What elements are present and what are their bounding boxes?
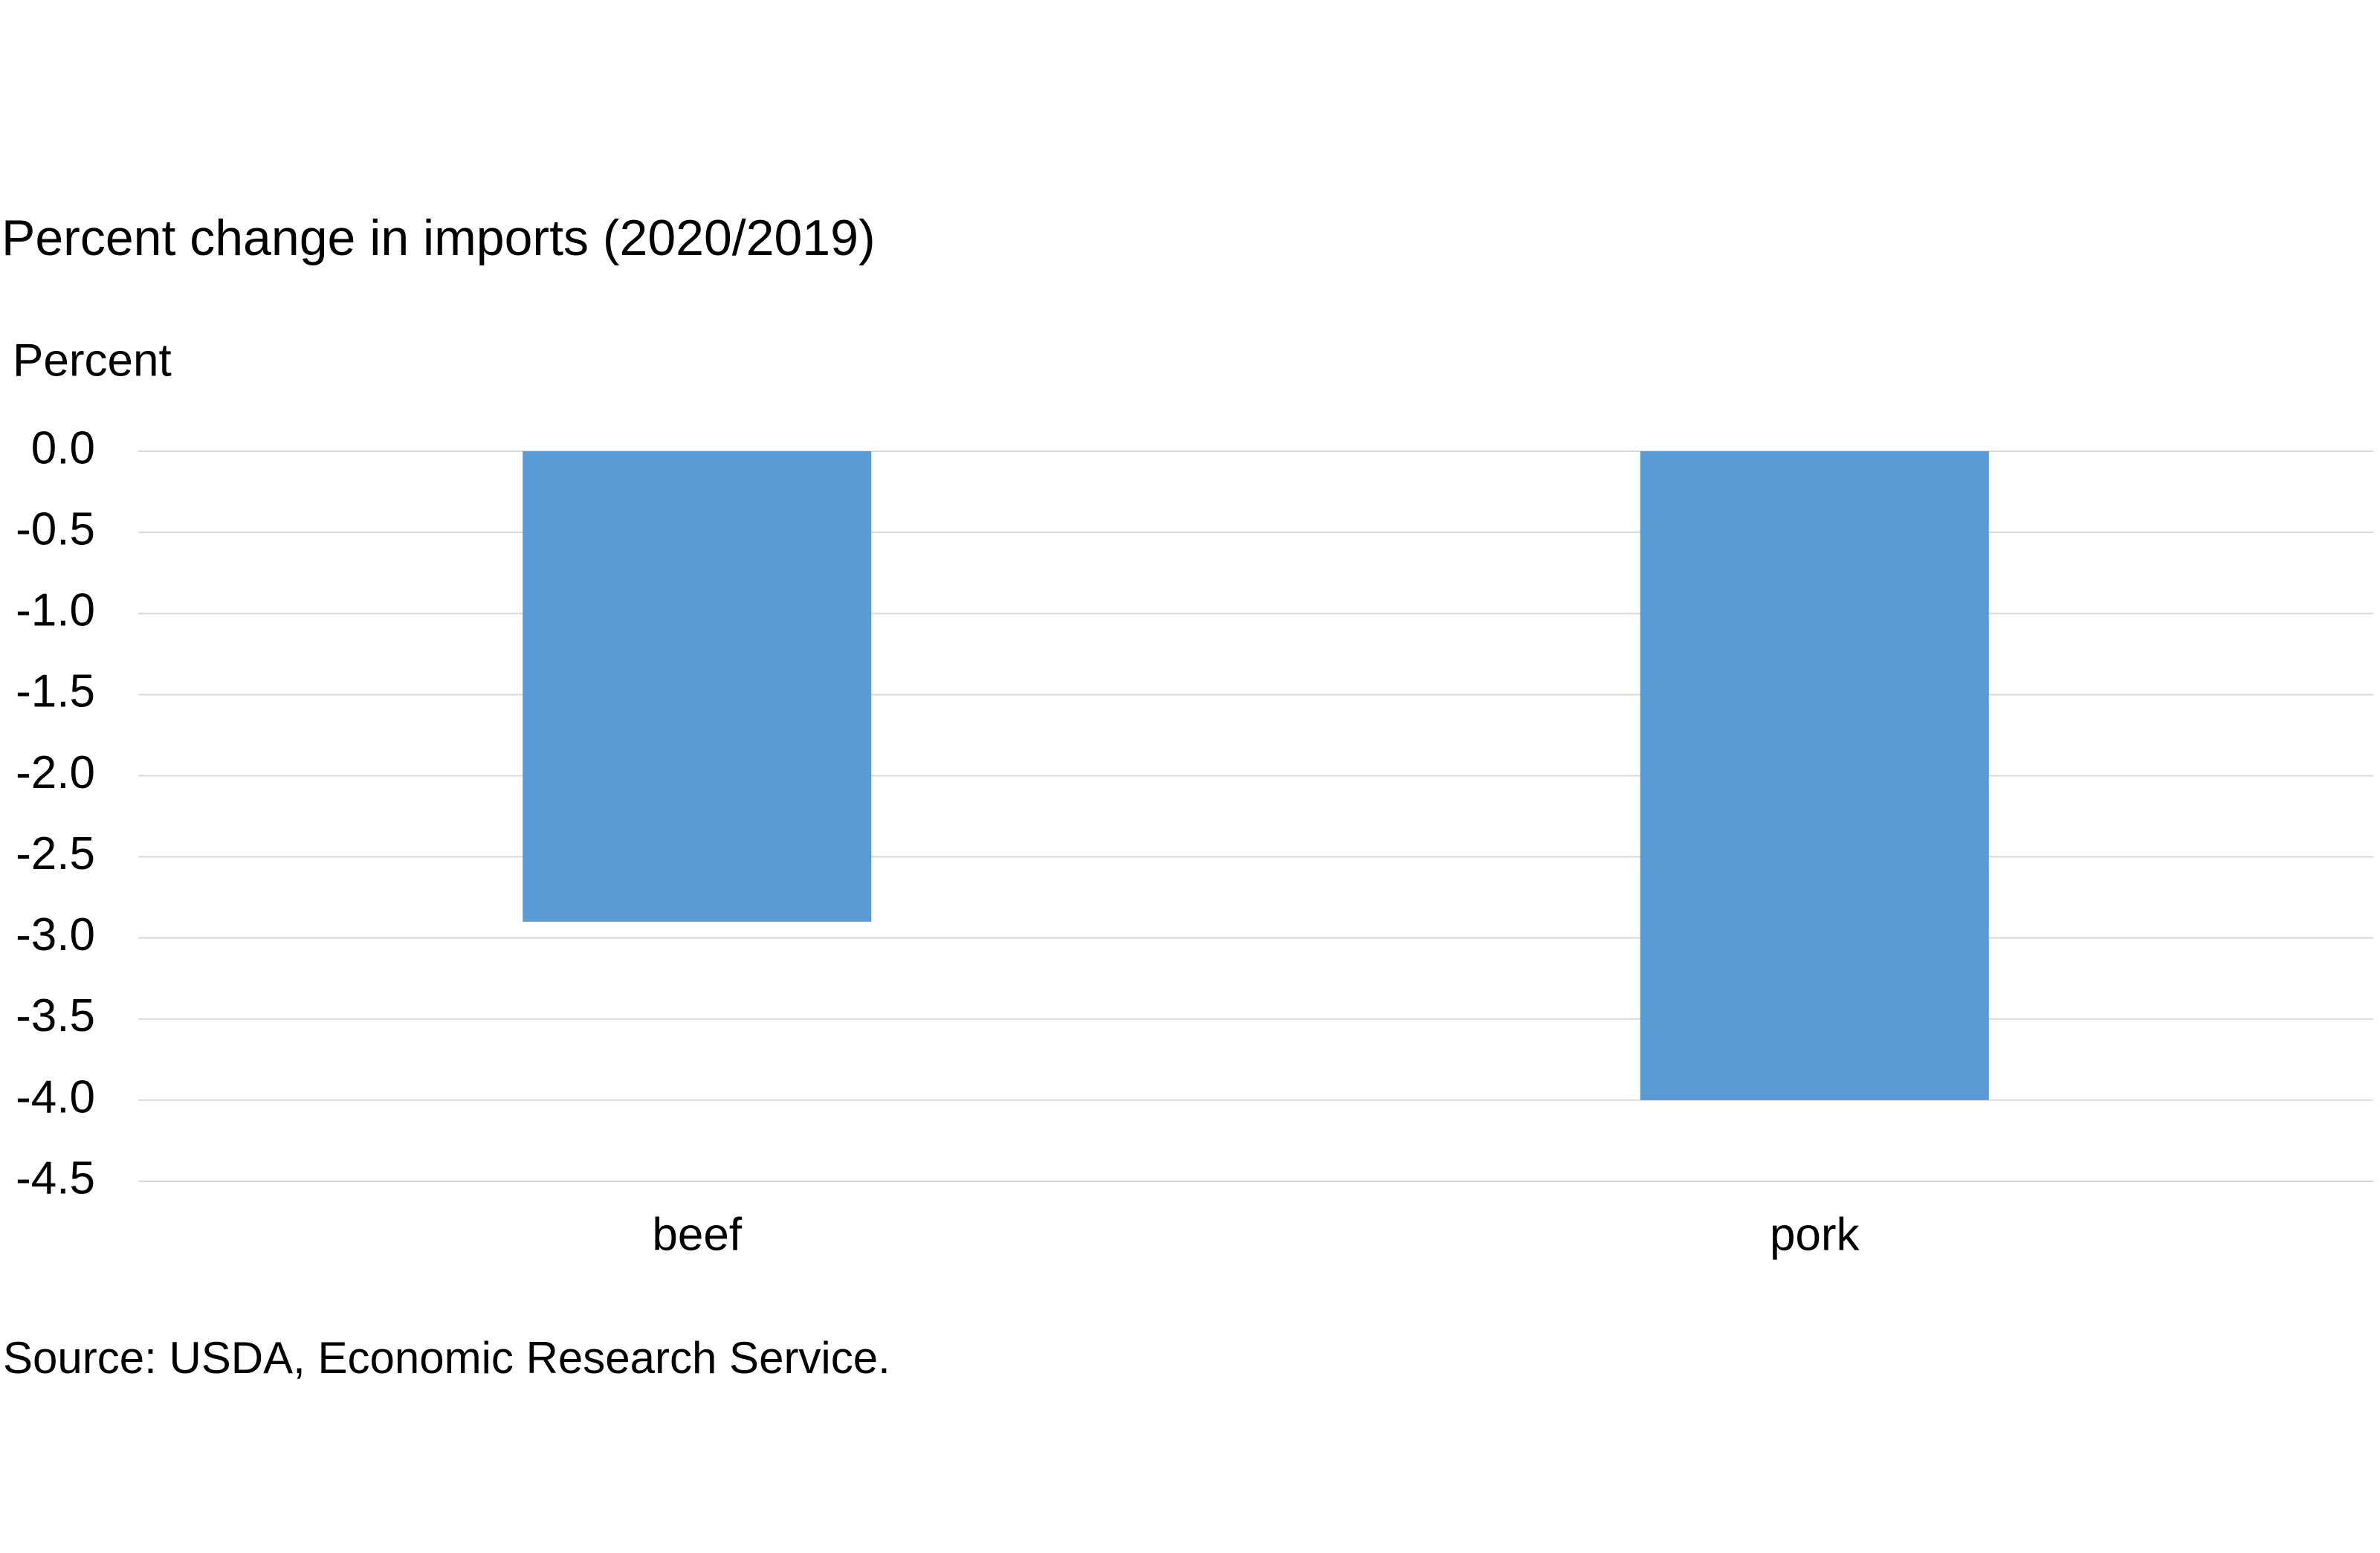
bar [523,451,872,922]
y-axis-label: Percent [13,335,172,386]
y-tick-label: -2.0 [16,747,95,798]
y-tick-label: -3.5 [16,990,95,1042]
y-tick-label: -2.5 [16,828,95,879]
y-tick-label: -1.5 [16,666,95,717]
y-tick-label: -3.0 [16,909,95,960]
bar [1640,451,1989,1100]
source-note: Source: USDA, Economic Research Service. [3,1333,890,1383]
y-tick-label: 0.0 [31,422,95,474]
x-tick-label: pork [1770,1209,1860,1260]
y-tick-label: -0.5 [16,503,95,555]
y-tick-label: -4.0 [16,1071,95,1123]
y-tick-label: -1.0 [16,585,95,636]
chart-title: Percent change in imports (2020/2019) [1,210,876,266]
x-tick-label: beef [652,1209,742,1260]
y-tick-label: -4.5 [16,1152,95,1204]
